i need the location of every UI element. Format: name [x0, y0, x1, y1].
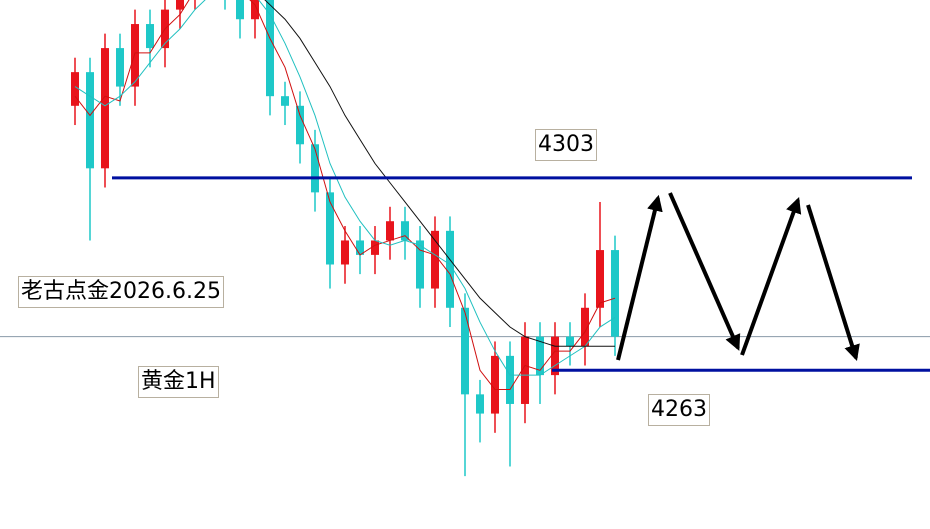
candle-body	[431, 230, 439, 289]
arrow-down	[668, 192, 741, 351]
candle-body	[566, 336, 574, 347]
moving-average	[74, 0, 616, 391]
candle-body	[146, 24, 154, 49]
candle-body	[176, 0, 184, 10]
arrows	[616, 192, 860, 362]
candle-body	[71, 72, 79, 106]
moving-average	[74, 0, 616, 376]
candle-body	[521, 336, 529, 404]
level-label: 4263	[648, 394, 710, 426]
candle-body	[131, 24, 139, 87]
candle-body	[401, 221, 409, 241]
candle-body	[446, 230, 454, 308]
candle-body	[386, 221, 394, 241]
arrow-down	[806, 204, 860, 362]
candle-body	[506, 355, 514, 404]
candle-body	[461, 307, 469, 395]
candle-body	[371, 240, 379, 255]
candle-body	[356, 240, 364, 255]
candle-body	[236, 0, 244, 20]
candle-body	[416, 240, 424, 289]
arrow-up	[616, 194, 663, 361]
candle-body	[581, 307, 589, 347]
candle-body	[491, 355, 499, 414]
candle-body	[536, 336, 544, 376]
title: 老古点金2026.6.25	[18, 276, 224, 308]
level-label: 4303	[535, 129, 597, 161]
candle-body	[311, 144, 319, 193]
arrow-up	[740, 196, 802, 356]
candle-body	[86, 72, 94, 169]
candle-body	[251, 0, 259, 20]
candle-body	[101, 48, 109, 169]
candle-body	[281, 96, 289, 106]
candle-body	[326, 192, 334, 265]
candle-body	[476, 394, 484, 414]
candle-body	[116, 48, 124, 87]
candle-body	[596, 250, 604, 308]
subtitle: 黄金1H	[138, 366, 219, 398]
candle-body	[551, 336, 559, 376]
candle-body	[611, 250, 619, 337]
candle-body	[341, 240, 349, 265]
candle-body	[266, 0, 274, 97]
candle-body	[296, 105, 304, 145]
moving-average	[264, 0, 615, 347]
